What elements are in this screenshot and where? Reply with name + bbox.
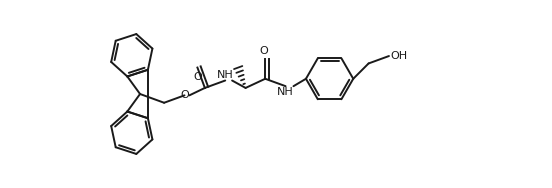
Text: O: O [180, 90, 189, 100]
Text: O: O [260, 46, 269, 56]
Text: NH: NH [277, 87, 294, 97]
Text: O: O [193, 71, 202, 82]
Text: OH: OH [390, 51, 407, 61]
Text: NH: NH [217, 70, 233, 80]
